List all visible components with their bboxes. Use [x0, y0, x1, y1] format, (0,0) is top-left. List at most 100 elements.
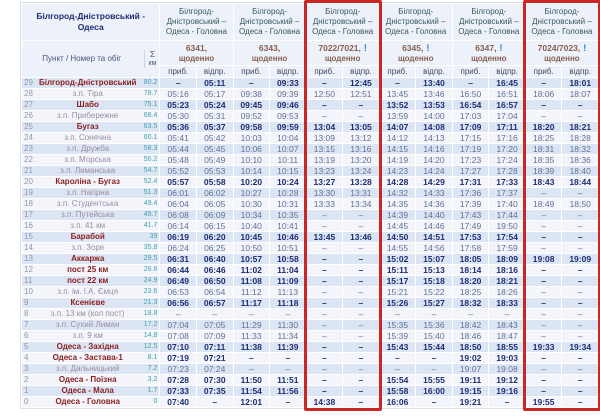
station-row: 20 Кароліна - Бугаз 52.4 05:57 05:58 10:20 10:… [22, 177, 598, 187]
station-row: 28 з.п. Тіра 78.7 05:16 05:17 09:38 09:39 12:50… [22, 89, 598, 99]
time-cell: 17:15 [452, 133, 489, 143]
time-cell: 19:33 [525, 342, 562, 352]
km-value: 39 [149, 233, 158, 240]
time-cell: 14:28 [379, 177, 416, 187]
km-value: 7.2 [147, 365, 158, 372]
time-cell: 11:08 [233, 276, 270, 286]
time-cell: – [562, 287, 598, 297]
alert-icon[interactable]: ! [363, 43, 367, 53]
km-value: 26.6 [143, 266, 158, 273]
station-name: Бугаз [76, 122, 99, 131]
time-cell: 11:04 [270, 265, 306, 275]
time-cell: 14:07 [379, 122, 416, 132]
time-cell: 05:30 [160, 111, 196, 121]
time-cell: 12:50 [306, 89, 343, 99]
station-name: Ксенієве [70, 298, 105, 307]
station-cell: 13 Аккаржа 29.5 [22, 254, 160, 264]
row-number: 24 [24, 133, 33, 142]
time-cell: – [196, 309, 233, 319]
station-name: Барабой [70, 232, 105, 241]
route-header: Білгород-Дністровський – Одеса - Головна [233, 4, 306, 40]
time-cell: 13:12 [343, 133, 379, 143]
time-cell: – [233, 78, 270, 88]
time-cell: 06:08 [160, 210, 196, 220]
time-cell: – [525, 353, 562, 363]
departure-label: відпр. [196, 66, 233, 77]
time-cell: 15:27 [416, 298, 452, 308]
alert-icon[interactable]: ! [499, 43, 503, 53]
time-cell: 15:17 [379, 276, 416, 286]
time-cell: – [562, 386, 598, 396]
time-cell: – [306, 210, 343, 220]
row-number: 2 [24, 375, 29, 384]
table-title: Білгород-Дністровський - Одеса [22, 4, 160, 40]
time-cell: 17:43 [452, 210, 489, 220]
station-name: Одеса - Західна [56, 342, 119, 351]
time-cell: – [562, 320, 598, 330]
time-cell: 13:23 [306, 166, 343, 176]
row-number: 0 [24, 397, 29, 406]
time-cell: 17:31 [452, 177, 489, 187]
time-cell: 13:27 [306, 177, 343, 187]
time-cell: 15:18 [416, 276, 452, 286]
time-cell: 15:40 [416, 331, 452, 341]
time-cell: 12:01 [233, 397, 270, 407]
time-cell: 10:41 [270, 221, 306, 231]
daily-label: щоденно [544, 54, 580, 63]
train-number: 6345, [402, 43, 424, 53]
time-cell: – [270, 364, 306, 374]
time-cell: 19:07 [452, 364, 489, 374]
time-cell: – [562, 111, 598, 121]
time-cell: 06:40 [196, 254, 233, 264]
time-cell: 14:36 [416, 199, 452, 209]
time-cell: 17:19 [452, 144, 489, 154]
time-cell: 18:07 [562, 89, 598, 99]
time-cell: – [343, 100, 379, 110]
daily-label: щоденно [471, 54, 507, 63]
time-cell: – [343, 287, 379, 297]
time-cell: 05:17 [196, 89, 233, 99]
time-cell: 09:46 [270, 100, 306, 110]
time-cell: – [379, 364, 416, 374]
station-cell: 12 пост 25 км 26.6 [22, 265, 160, 275]
km-value: 54.7 [143, 167, 158, 174]
station-name: Кароліна - Бугаз [55, 177, 121, 186]
time-cell: 14:39 [379, 210, 416, 220]
row-number: 20 [24, 177, 33, 186]
time-cell: 06:54 [196, 287, 233, 297]
row-number: 19 [24, 188, 33, 197]
time-cell: – [306, 254, 343, 264]
alert-icon[interactable]: ! [583, 43, 587, 53]
station-cell: 3 з.п. Дальницький 7.2 [22, 364, 160, 374]
time-cell: 10:14 [233, 166, 270, 176]
time-cell: 12:45 [343, 78, 379, 88]
train-number-header: 6341, щоденно [160, 41, 233, 65]
station-row: 25 Бугаз 63.5 05:36 05:37 09:58 09:59 13:04 13:0… [22, 122, 598, 132]
time-cell: – [416, 397, 452, 407]
station-cell: 14 з.п. Зоря 35.8 [22, 243, 160, 253]
station-cell: 26 з.п. Прибережне 68.4 [22, 111, 160, 121]
time-cell: 07:04 [160, 320, 196, 330]
alert-icon[interactable]: ! [426, 43, 430, 53]
time-cell: 17:59 [489, 243, 525, 253]
time-cell: 13:45 [306, 232, 343, 242]
time-cell: 10:10 [233, 155, 270, 165]
time-cell: – [562, 364, 598, 374]
time-cell: – [306, 331, 343, 341]
station-name: з.п. 9 км [72, 331, 103, 340]
station-name: з.п. Дальницький [55, 364, 120, 373]
time-cell: 17:04 [489, 111, 525, 121]
station-cell: 29 Білгород-Дністровський 80.2 [22, 78, 160, 88]
station-row: 1 Одеса - Мала 1.7 07:33 07:35 11:54 11:56– –15… [22, 386, 598, 396]
time-cell: 15:43 [379, 342, 416, 352]
time-cell: 05:58 [196, 177, 233, 187]
km-value: 49.4 [143, 200, 158, 207]
time-cell: 15:54 [379, 375, 416, 385]
time-cell: – [343, 353, 379, 363]
time-cell: – [562, 331, 598, 341]
station-name: з.п. Лиманська [60, 166, 116, 175]
km-value: 35.8 [143, 244, 158, 251]
time-cell: 05:49 [196, 155, 233, 165]
time-cell: 15:13 [416, 265, 452, 275]
time-cell: 05:16 [160, 89, 196, 99]
